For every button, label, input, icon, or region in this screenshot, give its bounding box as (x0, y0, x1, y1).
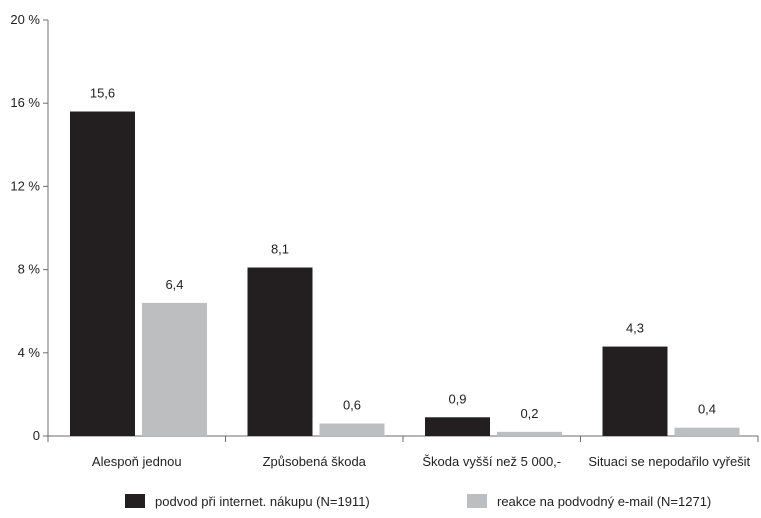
bar-series-2-3 (674, 427, 740, 436)
x-category-label: Situaci se nepodařilo vyřešit (588, 454, 750, 469)
data-label: 0,2 (520, 406, 538, 421)
data-label: 15,6 (90, 86, 115, 101)
data-label: 6,4 (165, 277, 183, 292)
legend-label-2: reakce na podvodný e-mail (N=1271) (497, 494, 711, 509)
legend-swatch-1 (125, 494, 145, 508)
y-tick-label: 20 % (10, 12, 40, 27)
legend: podvod při internet. nákupu (N=1911) reak… (125, 494, 711, 509)
x-category-label: Způsobená škoda (263, 454, 367, 469)
bars (70, 111, 740, 437)
data-label: 0,6 (343, 398, 361, 413)
legend-label-1: podvod při internet. nákupu (N=1911) (155, 494, 370, 509)
data-label: 0,9 (448, 391, 466, 406)
data-label: 8,1 (271, 242, 289, 257)
data-label: 0,4 (698, 402, 716, 417)
bar-series-2-1 (319, 423, 385, 436)
bar-series-1-2 (425, 417, 490, 436)
bar-series-2-0 (142, 302, 207, 436)
y-tick-label: 12 % (10, 178, 40, 193)
data-labels: 15,6 8,1 0,9 4,3 6,4 0,6 0,2 0,4 (90, 86, 716, 421)
bar-series-2-2 (497, 431, 562, 436)
x-category-label: Alespoň jednou (92, 454, 182, 469)
legend-swatch-2 (467, 494, 487, 508)
data-label: 4,3 (626, 321, 644, 336)
bar-series-1-0 (70, 111, 135, 437)
y-axis: 0 4 % 8 % 12 % 16 % 20 % (10, 12, 49, 443)
x-axis: Alespoň jednou Způsobená škoda Škoda vyšší… (47, 435, 759, 469)
y-tick-label: 4 % (18, 345, 41, 360)
bar-series-1-3 (602, 346, 668, 436)
bar-series-1-1 (247, 267, 313, 436)
y-tick-label: 0 (33, 428, 40, 443)
x-category-label: Škoda vyšší než 5 000,- (422, 454, 561, 469)
y-tick-label: 16 % (10, 95, 40, 110)
y-tick-label: 8 % (18, 262, 41, 277)
